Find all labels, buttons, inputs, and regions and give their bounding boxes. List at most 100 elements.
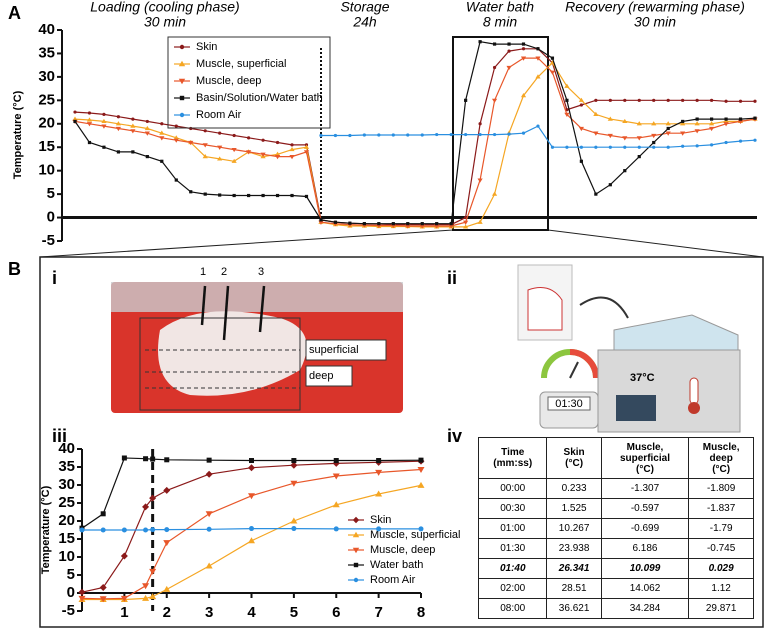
y-tick-label: 40	[58, 440, 75, 457]
marker	[723, 118, 729, 124]
marker	[249, 458, 254, 464]
zoom-line	[547, 229, 764, 258]
table-row: 02:00 28.51 14.062 1.12	[477, 578, 754, 599]
phase-label: 30 min	[144, 14, 186, 30]
marker	[579, 159, 583, 163]
table-row: 08:00 36.621 34.284 29.871	[477, 598, 754, 619]
legend-label: Muscle, superficial	[370, 529, 460, 541]
marker	[753, 138, 757, 142]
table-cell: -1.837	[688, 498, 754, 519]
table-row: 00:30 1.525 -0.597 -1.837	[477, 498, 754, 519]
marker	[593, 111, 599, 116]
marker	[694, 121, 700, 126]
marker	[163, 585, 171, 592]
marker	[418, 457, 424, 463]
marker	[144, 131, 150, 136]
panel-label: ii	[447, 268, 457, 288]
marker	[319, 218, 323, 222]
phase-label: 24h	[352, 14, 377, 30]
marker	[420, 222, 424, 226]
marker	[332, 501, 340, 508]
marker	[333, 220, 338, 224]
legend-frame	[167, 36, 331, 129]
marker	[142, 594, 150, 601]
marker	[274, 155, 281, 160]
header-cell: Muscle, deep (°C)	[688, 437, 754, 479]
table-cell: 02:00	[477, 578, 548, 599]
table-cell: 08:00	[477, 598, 548, 619]
legend-marker	[353, 562, 359, 568]
phase-label: Recovery (rewarming phase)	[565, 0, 745, 15]
zoom-line	[39, 229, 454, 258]
marker	[651, 133, 657, 139]
marker	[160, 122, 164, 126]
y-axis-label: Temperature (°C)	[40, 485, 52, 574]
probe-number: 1	[200, 266, 206, 278]
marker	[478, 40, 482, 44]
marker	[261, 138, 265, 142]
marker	[291, 458, 297, 464]
marker	[507, 42, 511, 46]
phase-label: Storage	[340, 0, 389, 15]
table-row: 01:30 23.938 6.186 -0.745	[477, 538, 754, 559]
marker	[120, 552, 128, 560]
marker	[218, 131, 222, 135]
marker	[464, 98, 468, 102]
marker	[418, 526, 424, 532]
marker	[623, 145, 627, 149]
marker	[448, 224, 454, 229]
marker	[507, 132, 511, 136]
marker	[150, 527, 156, 533]
marker	[232, 193, 236, 198]
panel-label: i	[52, 268, 57, 288]
marker	[218, 193, 222, 197]
header-cell: Muscle, superficial (°C)	[600, 437, 690, 479]
marker	[333, 526, 339, 532]
marker	[249, 526, 254, 532]
table-cell: -1.809	[688, 478, 754, 499]
series-line	[81, 457, 422, 529]
marker	[73, 110, 77, 114]
legend-marker	[352, 547, 360, 554]
marker	[143, 456, 149, 462]
marker	[130, 123, 136, 128]
marker	[102, 145, 106, 149]
marker	[608, 183, 612, 187]
marker	[449, 132, 453, 137]
marker	[72, 116, 78, 121]
y-tick-label: 0	[47, 209, 55, 226]
marker	[463, 224, 469, 229]
marker	[121, 527, 127, 533]
y-tick-label: 30	[38, 68, 55, 85]
marker	[189, 190, 193, 194]
marker	[637, 145, 641, 149]
marker	[116, 150, 121, 154]
marker	[87, 111, 92, 115]
table-cell: 10.267	[546, 518, 602, 539]
legend-marker	[179, 44, 185, 50]
marker	[594, 192, 598, 196]
marker	[406, 222, 410, 226]
marker	[680, 121, 686, 126]
marker	[248, 464, 255, 472]
marker	[116, 115, 121, 119]
series-line	[74, 61, 756, 228]
marker	[420, 133, 424, 137]
marker	[78, 588, 86, 596]
marker	[608, 145, 612, 149]
marker	[608, 98, 612, 102]
marker	[623, 98, 627, 102]
marker	[217, 145, 223, 150]
marker	[652, 140, 656, 145]
marker	[665, 121, 671, 126]
marker	[203, 129, 207, 133]
marker	[464, 132, 468, 137]
y-tick-label: 10	[58, 548, 75, 565]
marker	[724, 117, 728, 121]
table-row: 01:00 10.267 -0.699 -1.79	[477, 518, 754, 539]
marker	[506, 65, 512, 71]
marker	[491, 191, 498, 196]
marker	[708, 121, 715, 126]
marker	[248, 537, 255, 544]
marker	[145, 155, 149, 159]
